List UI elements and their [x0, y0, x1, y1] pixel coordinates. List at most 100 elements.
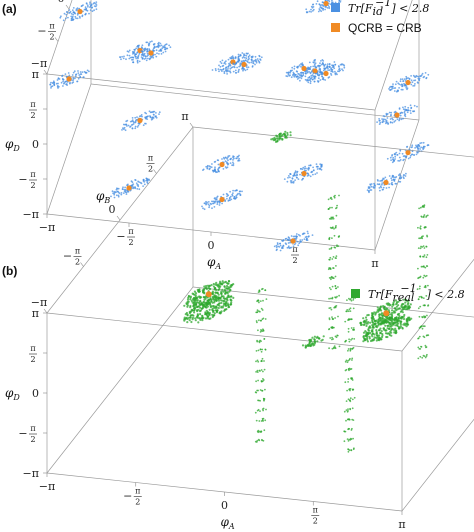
tick-label: 0	[58, 0, 65, 5]
data-point	[333, 61, 336, 63]
data-point	[146, 55, 149, 57]
data-point	[134, 127, 137, 130]
data-point	[420, 74, 423, 77]
data-point	[288, 238, 291, 241]
data-point	[122, 186, 124, 189]
data-point	[291, 66, 294, 69]
data-point	[403, 82, 405, 85]
data-point	[202, 207, 204, 210]
data-point	[216, 196, 218, 199]
data-point	[132, 56, 134, 59]
data-point	[389, 156, 392, 159]
data-point	[226, 197, 228, 200]
data-point	[74, 77, 76, 80]
data-point	[247, 52, 249, 55]
data-point	[94, 2, 97, 5]
data-point	[296, 78, 299, 80]
data-point	[159, 49, 162, 51]
data-point	[210, 166, 213, 169]
data-point	[287, 72, 290, 75]
data-point	[229, 303, 232, 306]
data-point	[396, 308, 399, 311]
data-point	[425, 245, 428, 248]
data-point	[217, 283, 220, 286]
data-point	[145, 116, 148, 119]
data-point	[382, 186, 385, 189]
data-point	[385, 317, 388, 320]
data-point	[258, 439, 261, 442]
data-point	[420, 236, 423, 239]
data-point	[125, 120, 128, 123]
data-point	[322, 77, 324, 80]
data-point	[403, 78, 406, 80]
data-point	[417, 357, 420, 360]
data-point	[331, 206, 333, 209]
data-point	[391, 121, 394, 124]
data-point	[152, 56, 155, 59]
qcrb-point	[290, 238, 296, 244]
data-point	[398, 299, 401, 302]
cluster	[131, 43, 172, 64]
data-point	[226, 162, 229, 165]
data-point	[143, 58, 146, 60]
data-point	[81, 14, 84, 17]
data-point	[199, 295, 202, 298]
data-point	[222, 300, 225, 303]
data-point	[140, 50, 143, 53]
data-point	[211, 315, 214, 319]
data-point	[237, 55, 240, 58]
data-point	[248, 61, 251, 64]
data-point	[422, 325, 425, 328]
data-point	[293, 172, 296, 175]
data-point	[53, 83, 56, 86]
data-point	[381, 188, 384, 191]
data-point	[132, 61, 135, 64]
data-point	[307, 81, 310, 84]
data-point	[332, 256, 335, 258]
data-point	[346, 299, 348, 301]
data-point	[255, 380, 257, 383]
data-point	[241, 190, 243, 193]
data-point	[141, 57, 144, 59]
data-point	[226, 166, 229, 169]
data-point	[404, 308, 407, 311]
data-point	[406, 320, 409, 323]
data-point	[313, 338, 316, 341]
data-point	[307, 232, 309, 235]
data-point	[422, 148, 425, 151]
tick-denom: 2	[292, 256, 297, 265]
data-point	[79, 71, 82, 73]
data-point	[339, 63, 342, 66]
data-point	[303, 238, 306, 241]
data-point	[416, 81, 419, 84]
data-point	[308, 67, 311, 69]
data-point	[404, 105, 407, 108]
data-point	[121, 55, 123, 58]
data-point	[290, 246, 293, 249]
data-point	[343, 440, 346, 443]
data-point	[208, 206, 211, 209]
data-point	[405, 156, 407, 159]
data-point	[418, 296, 421, 298]
data-point	[284, 238, 287, 240]
data-point	[232, 296, 235, 299]
data-point	[335, 255, 338, 257]
data-point	[120, 193, 123, 196]
data-point	[311, 78, 314, 81]
data-point	[330, 216, 333, 219]
data-point	[378, 308, 381, 311]
data-point	[91, 6, 94, 9]
data-point	[344, 360, 347, 363]
data-point	[235, 189, 238, 192]
data-point	[408, 305, 411, 308]
data-point	[392, 118, 394, 121]
data-point	[212, 170, 215, 173]
data-point	[70, 12, 73, 15]
data-point	[403, 110, 406, 113]
data-point	[287, 242, 290, 244]
data-point	[124, 188, 127, 191]
data-point	[115, 191, 117, 193]
data-point	[134, 187, 137, 190]
cluster	[110, 177, 151, 199]
data-point	[333, 234, 336, 237]
